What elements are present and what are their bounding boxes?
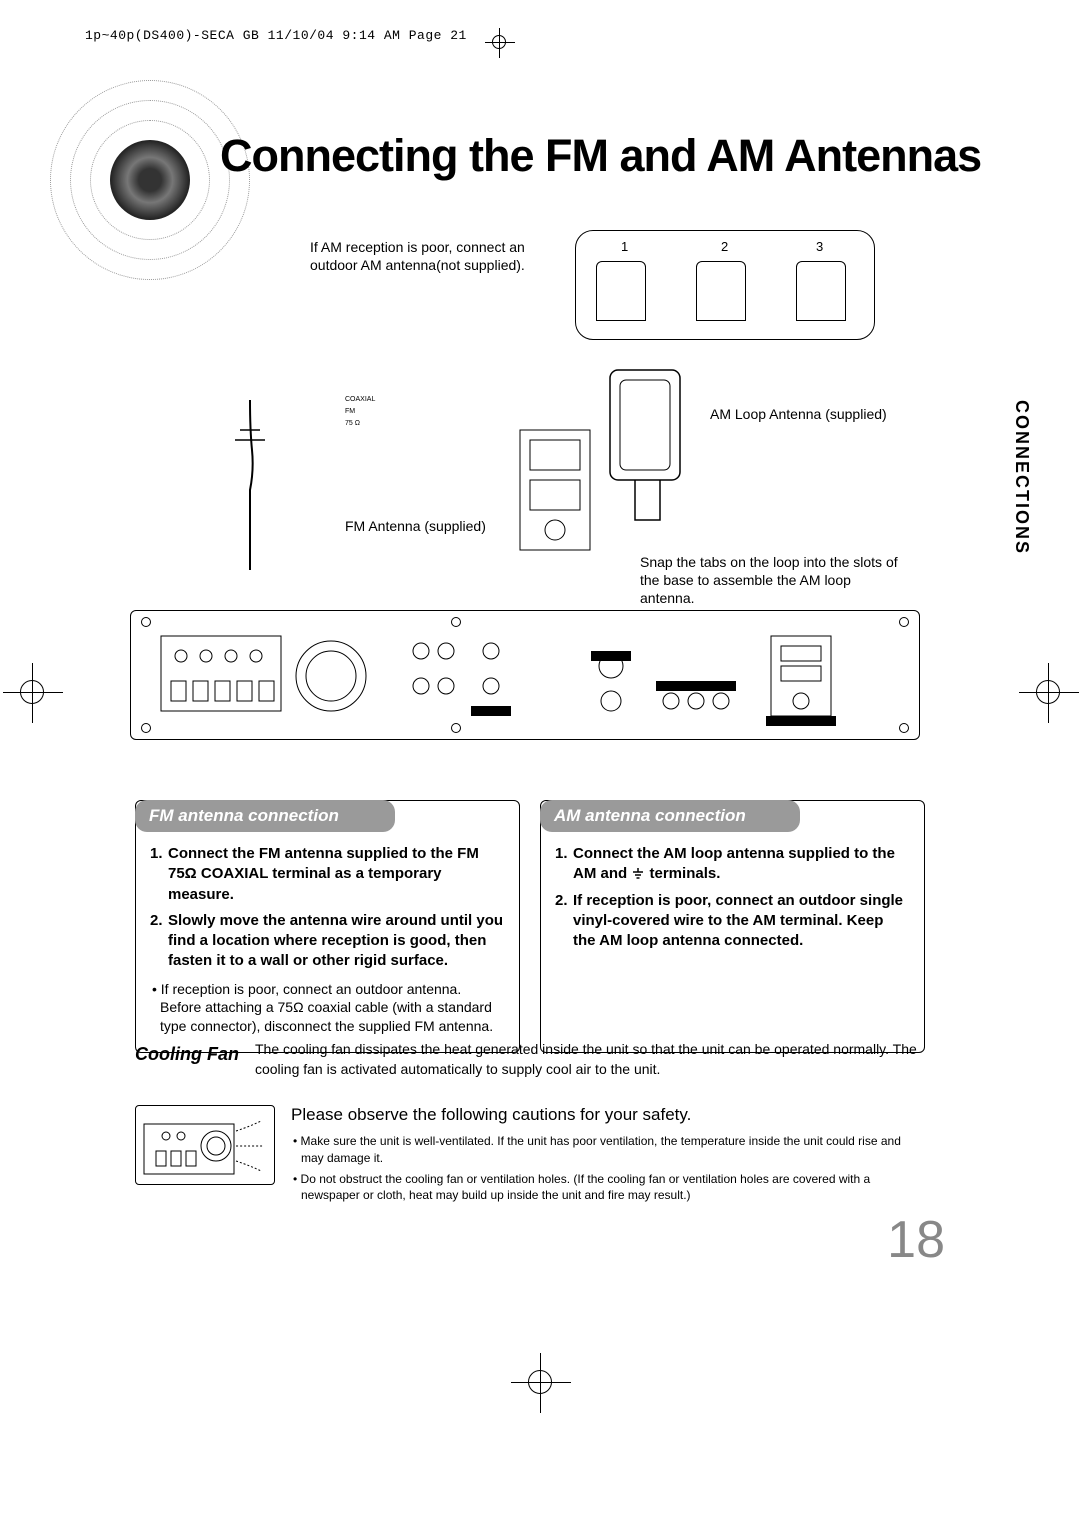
safety-bullet: • Make sure the unit is well-ventilated.…: [291, 1133, 925, 1167]
fm-antenna-label: FM Antenna (supplied): [345, 518, 486, 534]
fm-step: Slowly move the antenna wire around unti…: [150, 911, 505, 972]
fm-step: Connect the FM antenna supplied to the F…: [150, 844, 505, 905]
hand-step-icon: [796, 261, 846, 321]
page-title: Connecting the FM and AM Antennas: [220, 130, 981, 182]
safety-bullet: • Do not obstruct the cooling fan or ven…: [291, 1171, 925, 1205]
registration-mark-icon: [20, 680, 44, 704]
receiver-rear-panel: [130, 610, 920, 740]
fm-note: • If reception is poor, connect an outdo…: [150, 980, 505, 1037]
registration-mark-icon: [1036, 680, 1060, 704]
loop-antenna-icon: [600, 360, 700, 540]
am-section-header: AM antenna connection: [540, 800, 800, 832]
connection-diagram: If AM reception is poor, connect an outd…: [120, 230, 940, 790]
terminal-block-icon: [515, 425, 605, 565]
fm-antenna-wire-icon: [220, 390, 360, 590]
section-tab: CONNECTIONS: [1011, 400, 1032, 555]
page-header-meta: 1p~40p(DS400)-SECA GB 11/10/04 9:14 AM P…: [85, 28, 467, 43]
hand-step-icon: [596, 261, 646, 321]
ground-icon: [631, 867, 645, 881]
registration-mark-icon: [528, 1370, 552, 1394]
am-step: Connect the AM loop antenna supplied to …: [555, 844, 910, 885]
am-loop-label: AM Loop Antenna (supplied): [710, 405, 887, 423]
crop-mark-icon: [492, 35, 506, 49]
cooling-fan-label: Cooling Fan: [135, 1040, 239, 1079]
step-number: 2: [721, 239, 728, 254]
snap-instruction: Snap the tabs on the loop into the slots…: [640, 553, 900, 608]
page-number: 18: [887, 1210, 945, 1270]
step-number: 3: [816, 239, 823, 254]
cooling-fan-diagram: [135, 1105, 275, 1185]
am-connection-section: AM antenna connection Connect the AM loo…: [540, 800, 925, 1053]
fm-connection-section: FM antenna connection Connect the FM ant…: [135, 800, 520, 1053]
cooling-fan-text: The cooling fan dissipates the heat gene…: [255, 1040, 925, 1079]
fm-section-header: FM antenna connection: [135, 800, 395, 832]
step-number: 1: [621, 239, 628, 254]
am-reception-note: If AM reception is poor, connect an outd…: [310, 238, 540, 274]
assembly-steps-box: 1 2 3: [575, 230, 875, 340]
hand-step-icon: [696, 261, 746, 321]
safety-heading: Please observe the following cautions fo…: [291, 1105, 925, 1125]
am-step: If reception is poor, connect an outdoor…: [555, 891, 910, 952]
